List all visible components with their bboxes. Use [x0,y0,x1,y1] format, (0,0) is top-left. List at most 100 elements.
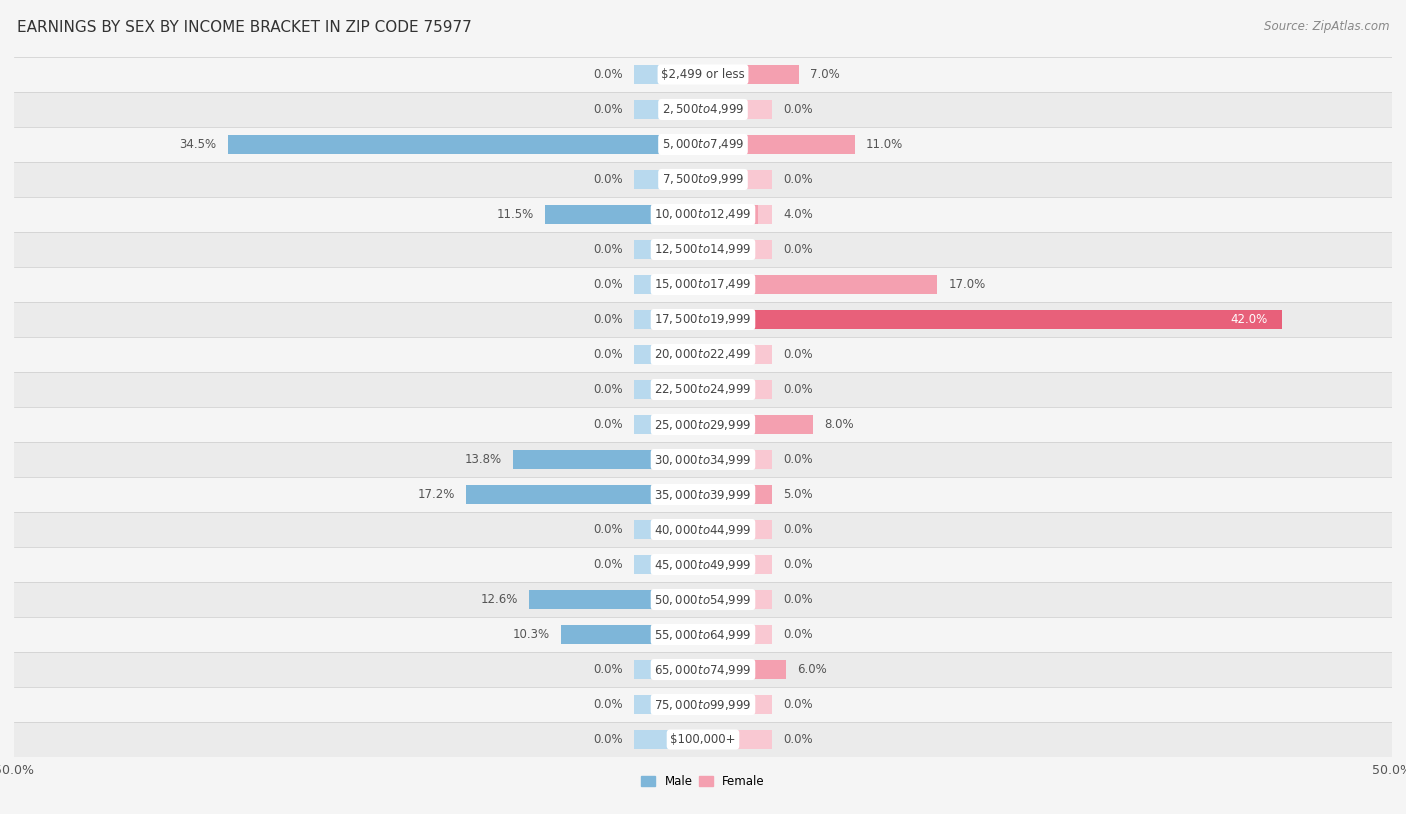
Bar [703,275,772,294]
Bar [634,170,703,189]
Bar [703,65,800,84]
Text: 7.0%: 7.0% [810,68,841,81]
Text: 0.0%: 0.0% [593,383,623,396]
Bar [703,65,772,84]
Text: 13.8%: 13.8% [465,453,502,466]
Bar [14,127,1392,162]
Text: $12,500 to $14,999: $12,500 to $14,999 [654,243,752,256]
Bar [703,100,772,119]
Text: 8.0%: 8.0% [824,418,853,431]
Text: 0.0%: 0.0% [783,593,813,606]
Text: $100,000+: $100,000+ [671,733,735,746]
Text: $25,000 to $29,999: $25,000 to $29,999 [654,418,752,431]
Text: $65,000 to $74,999: $65,000 to $74,999 [654,663,752,676]
Bar [14,582,1392,617]
Bar [703,240,772,259]
Bar [703,485,772,504]
Text: 0.0%: 0.0% [593,173,623,186]
Bar [634,415,703,434]
Bar [703,415,813,434]
Bar [634,450,703,469]
Text: 17.2%: 17.2% [418,488,456,501]
Text: $30,000 to $34,999: $30,000 to $34,999 [654,453,752,466]
Bar [703,555,772,574]
Bar [634,205,703,224]
Bar [634,590,703,609]
Bar [634,730,703,749]
Bar [513,450,703,469]
Text: 0.0%: 0.0% [783,523,813,536]
Text: 0.0%: 0.0% [783,698,813,711]
Bar [14,302,1392,337]
Text: $10,000 to $12,499: $10,000 to $12,499 [654,208,752,221]
Text: 0.0%: 0.0% [593,733,623,746]
Bar [14,372,1392,407]
Text: $55,000 to $64,999: $55,000 to $64,999 [654,628,752,641]
Text: 0.0%: 0.0% [783,348,813,361]
Bar [634,135,703,154]
Bar [634,520,703,539]
Bar [634,65,703,84]
Bar [544,205,703,224]
Bar [14,617,1392,652]
Bar [14,477,1392,512]
Text: 0.0%: 0.0% [783,173,813,186]
Bar [634,275,703,294]
Bar [634,380,703,399]
Text: $7,500 to $9,999: $7,500 to $9,999 [662,173,744,186]
Bar [634,345,703,364]
Text: 4.0%: 4.0% [783,208,813,221]
Bar [703,345,772,364]
Bar [14,687,1392,722]
Text: 0.0%: 0.0% [593,698,623,711]
Bar [14,442,1392,477]
Text: 0.0%: 0.0% [593,278,623,291]
Text: 11.5%: 11.5% [496,208,533,221]
Text: 0.0%: 0.0% [783,558,813,571]
Text: $45,000 to $49,999: $45,000 to $49,999 [654,558,752,571]
Bar [14,722,1392,757]
Text: 0.0%: 0.0% [593,523,623,536]
Text: $22,500 to $24,999: $22,500 to $24,999 [654,383,752,396]
Bar [703,590,772,609]
Text: 0.0%: 0.0% [783,383,813,396]
Text: $75,000 to $99,999: $75,000 to $99,999 [654,698,752,711]
Bar [703,520,772,539]
Bar [561,625,703,644]
Bar [634,310,703,329]
Bar [14,92,1392,127]
Text: 0.0%: 0.0% [783,243,813,256]
Text: 17.0%: 17.0% [948,278,986,291]
Bar [634,100,703,119]
Text: 0.0%: 0.0% [593,313,623,326]
Bar [703,275,938,294]
Bar [14,162,1392,197]
Text: $5,000 to $7,499: $5,000 to $7,499 [662,138,744,151]
Bar [14,407,1392,442]
Text: 0.0%: 0.0% [593,103,623,116]
Text: 0.0%: 0.0% [593,418,623,431]
Bar [703,135,855,154]
Text: Source: ZipAtlas.com: Source: ZipAtlas.com [1264,20,1389,33]
Bar [530,590,703,609]
Bar [703,310,1282,329]
Bar [703,450,772,469]
Text: $15,000 to $17,499: $15,000 to $17,499 [654,278,752,291]
Bar [14,512,1392,547]
Text: 0.0%: 0.0% [593,243,623,256]
Text: 10.3%: 10.3% [513,628,550,641]
Bar [703,170,772,189]
Text: $20,000 to $22,499: $20,000 to $22,499 [654,348,752,361]
Text: 6.0%: 6.0% [797,663,827,676]
Bar [14,652,1392,687]
Bar [703,310,772,329]
Text: 0.0%: 0.0% [783,733,813,746]
Text: 0.0%: 0.0% [783,628,813,641]
Text: $2,499 or less: $2,499 or less [661,68,745,81]
Bar [634,625,703,644]
Text: 0.0%: 0.0% [783,453,813,466]
Bar [703,380,772,399]
Bar [634,240,703,259]
Bar [634,555,703,574]
Bar [703,625,772,644]
